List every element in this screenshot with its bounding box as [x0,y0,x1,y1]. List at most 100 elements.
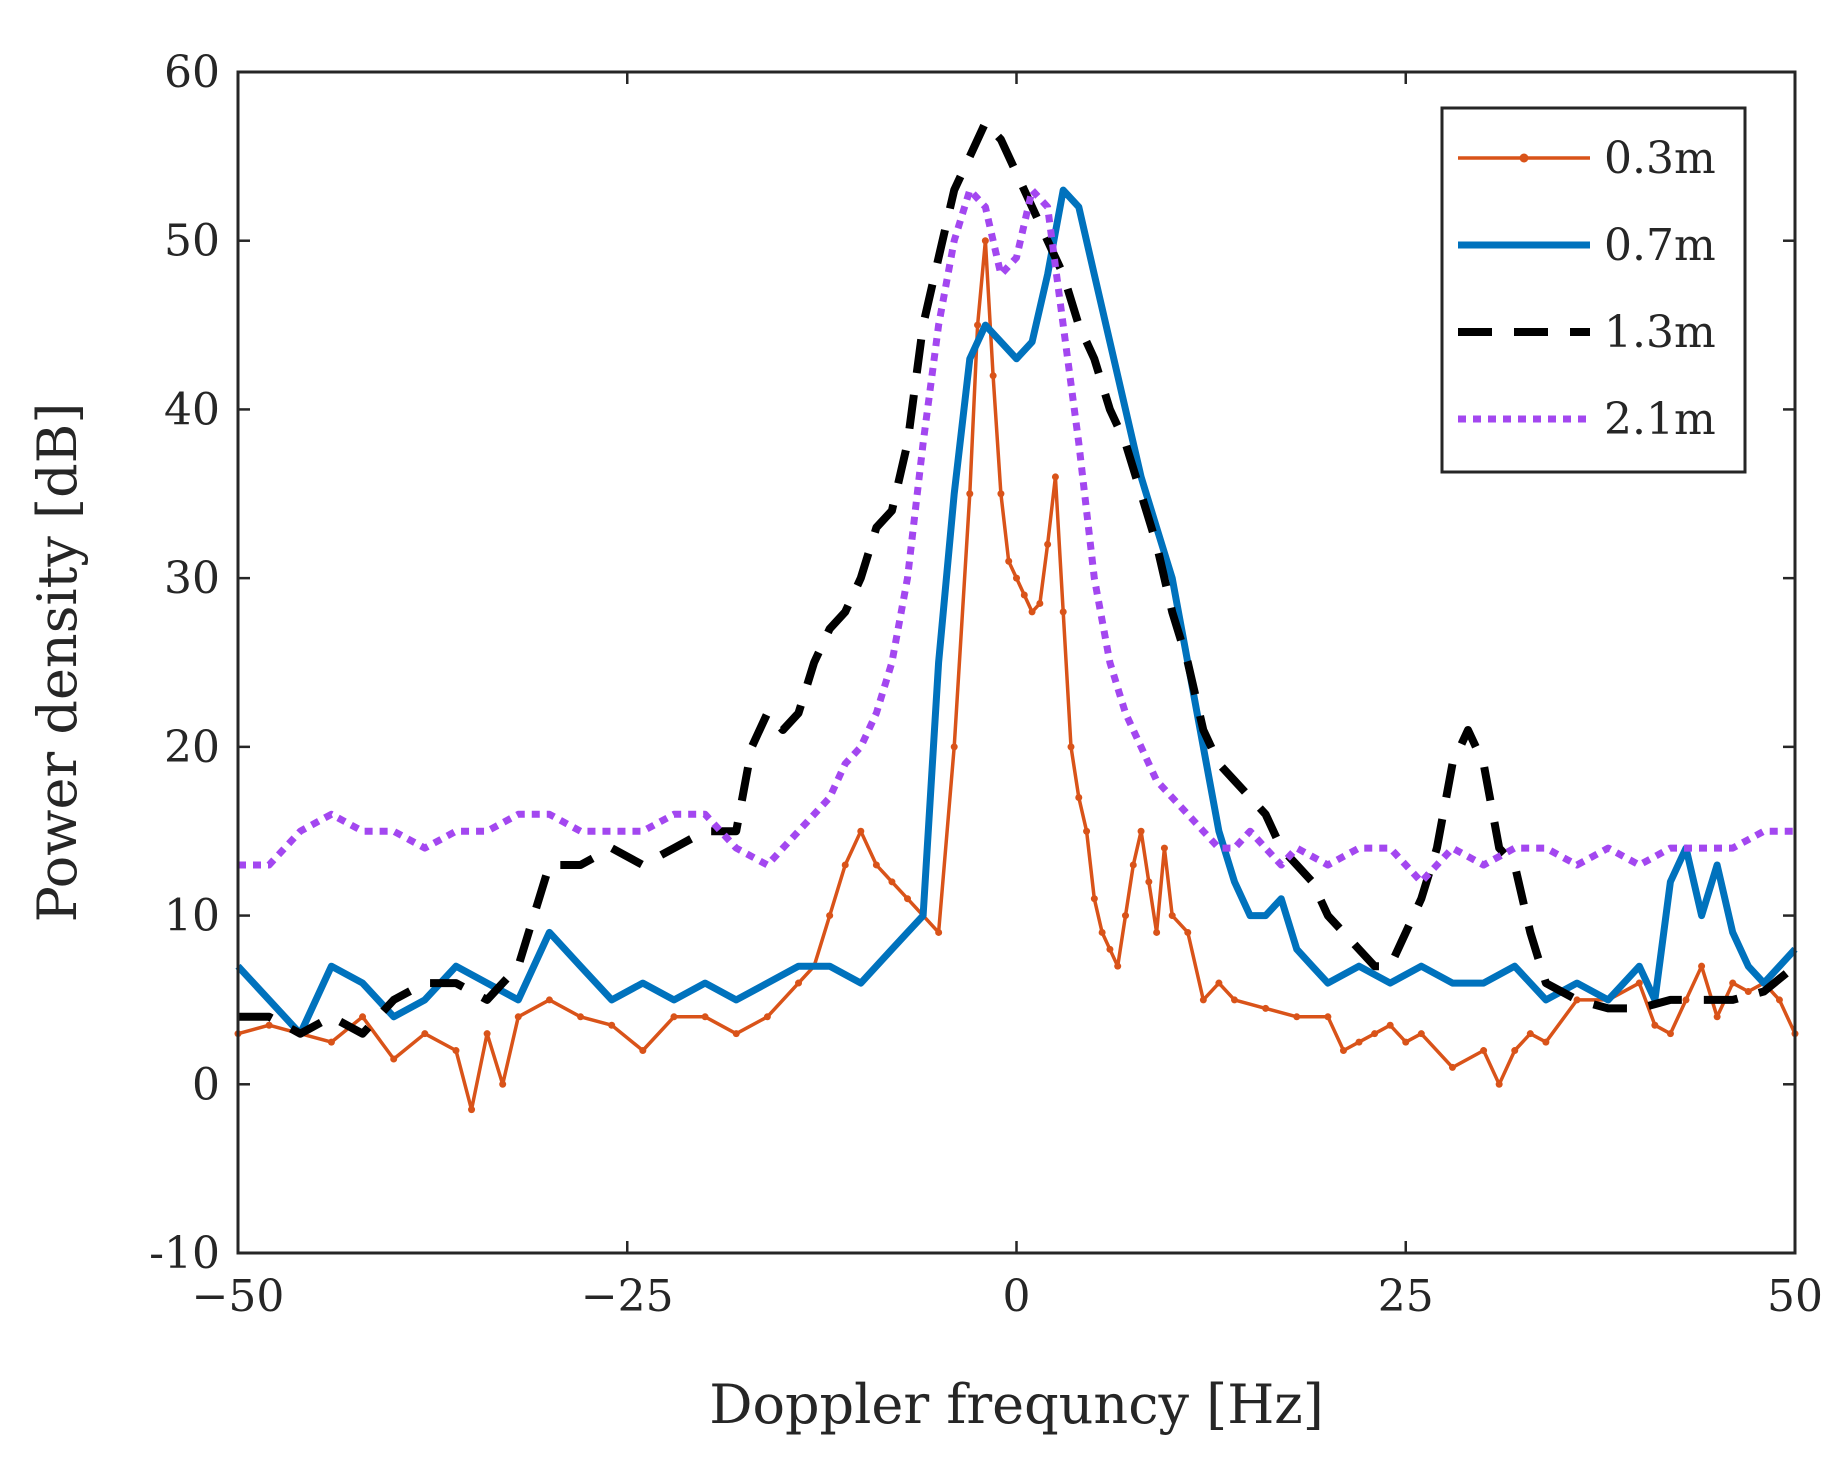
x-axis-title: Doppler frequncy [Hz] [709,1373,1324,1436]
data-point-0.3m [639,1047,647,1055]
data-point-0.3m [1542,1038,1550,1046]
data-point-0.3m [670,1013,678,1021]
data-point-0.3m [265,1021,273,1029]
data-point-0.3m [857,827,865,835]
data-point-0.3m [1744,987,1752,995]
data-point-0.3m [1402,1038,1410,1046]
x-tick-label: 50 [1767,1271,1823,1322]
data-point-0.3m [1036,599,1044,607]
data-point-0.3m [1262,1004,1270,1012]
data-point-0.3m [826,912,834,920]
data-point-0.3m [577,1013,585,1021]
data-point-0.3m [1160,844,1168,852]
data-point-0.3m [1355,1038,1363,1046]
data-point-0.3m [1666,1030,1674,1038]
data-point-0.3m [1713,1013,1721,1021]
data-point-0.3m [1339,1047,1347,1055]
data-point-0.3m [1417,1030,1425,1038]
data-point-0.3m [950,743,958,751]
y-tick-label: 0 [192,1059,220,1110]
data-point-0.3m [421,1030,429,1038]
legend-box [1440,106,1747,474]
data-point-0.3m [359,1013,367,1021]
data-point-0.3m [888,878,896,886]
y-tick-label: -10 [149,1228,220,1279]
data-point-0.3m [795,979,803,987]
data-point-0.3m [872,861,880,869]
data-point-0.3m [1114,962,1122,970]
data-point-0.3m [1013,574,1020,582]
data-point-0.3m [1106,945,1114,953]
data-point-0.3m [1028,608,1036,616]
axes: −50 −25 0 25 50 -10 0 10 20 30 40 50 60 [149,47,1823,1322]
data-point-0.3m [1215,979,1223,987]
data-point-0.3m [974,321,982,329]
series-line-1.3m [238,118,1798,1038]
data-point-0.3m [1153,928,1161,936]
data-point-0.3m [1083,827,1091,835]
data-point-0.3m [966,490,974,498]
data-point-0.3m [1059,608,1067,616]
data-point-0.3m [701,1013,709,1021]
data-point-0.3m [1044,540,1052,548]
series-line-0.3m [237,238,1797,1112]
data-point-0.3m [1005,557,1013,565]
data-point-0.3m [997,490,1005,498]
data-point-0.3m [1573,996,1581,1004]
data-point-0.3m [327,1038,335,1046]
data-point-0.3m [1698,962,1706,970]
data-point-0.3m [981,237,989,245]
data-point-0.3m [1199,996,1207,1004]
data-point-0.3m [732,1030,740,1038]
data-point-0.3m [1067,743,1075,751]
data-point-0.3m [1230,996,1238,1004]
data-point-0.3m [904,895,912,903]
series-line-2.1m [238,186,1795,886]
x-tick-label: −50 [192,1271,285,1322]
data-point-0.3m [1293,1013,1301,1021]
data-point-0.3m [1386,1021,1394,1029]
y-tick-label: 40 [164,384,220,435]
data-point-0.3m [608,1021,616,1029]
y-tick-label: 20 [164,722,220,773]
data-point-0.3m [1020,591,1028,599]
series-line-0.7m [235,186,1798,1038]
data-point-0.3m [1526,1030,1534,1038]
data-point-0.3m [452,1047,460,1055]
legend-label-2.1m: 2.1m [1604,394,1716,445]
x-tick-label: 25 [1378,1271,1434,1322]
data-point-0.3m [1448,1063,1456,1071]
legend-label-0.7m: 0.7m [1604,220,1716,271]
y-tick-label: 10 [164,891,220,942]
data-point-0.3m [1480,1047,1488,1055]
data-point-0.3m [1168,912,1176,920]
data-point-0.3m [1137,827,1145,835]
data-point-0.3m [763,1013,771,1021]
data-point-0.3m [483,1030,491,1038]
legend: 0.3m 0.7m 1.3m 2.1m [1440,106,1747,474]
data-point-0.3m [989,372,997,380]
data-point-0.3m [1090,895,1098,903]
data-point-0.3m [1129,861,1137,869]
data-point-0.3m [1775,996,1783,1004]
data-point-0.3m [1324,1013,1332,1021]
data-point-0.3m [1729,979,1737,987]
legend-label-0.3m: 0.3m [1604,133,1716,184]
data-point-0.3m [1098,928,1106,936]
data-point-0.3m [1495,1080,1503,1088]
data-point-0.3m [935,928,943,936]
data-point-0.3m [499,1080,507,1088]
data-point-0.3m [841,861,849,869]
data-point-0.3m [390,1055,398,1063]
data-point-0.3m [1682,996,1690,1004]
legend-marker-0.3m [1519,153,1529,163]
data-point-0.3m [1371,1030,1379,1038]
data-point-0.3m [1075,793,1083,801]
x-tick-label: −25 [581,1271,674,1322]
data-point-0.3m [1145,878,1153,886]
y-tick-label: 50 [164,216,220,267]
x-tick-label: 0 [1003,1271,1031,1322]
data-point-0.3m [468,1106,476,1114]
data-point-0.3m [1051,473,1059,481]
